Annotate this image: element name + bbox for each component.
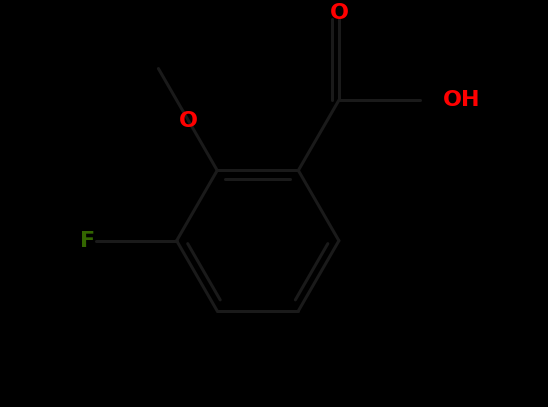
Text: F: F (80, 231, 95, 251)
Text: O: O (179, 111, 198, 131)
Text: OH: OH (443, 90, 480, 110)
Text: O: O (329, 2, 349, 22)
